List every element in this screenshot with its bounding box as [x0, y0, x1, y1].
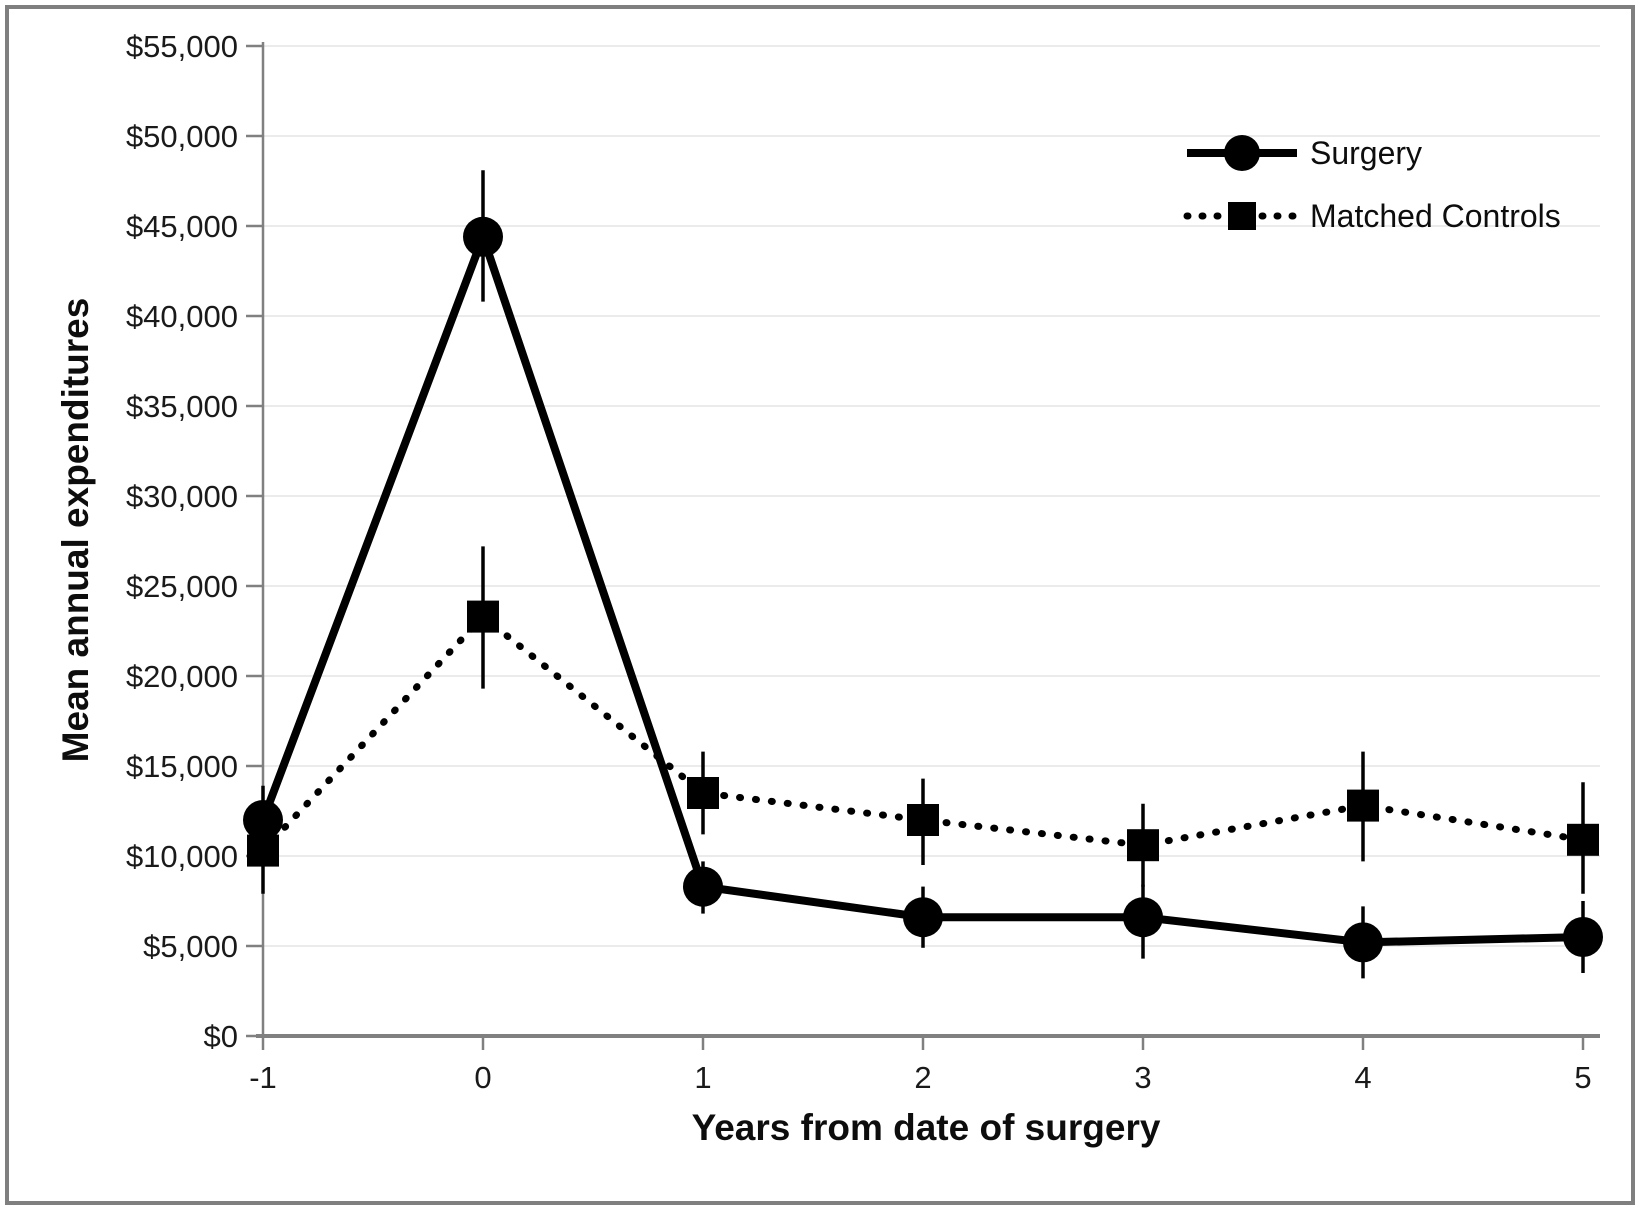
surgery-marker — [463, 216, 503, 257]
surgery-marker — [1343, 922, 1383, 963]
matched-controls-marker — [687, 777, 719, 809]
y-tick-label: $10,000 — [126, 839, 238, 874]
surgery-marker — [903, 897, 943, 938]
y-tick-label: $5,000 — [143, 929, 238, 964]
legend-surgery-label: Surgery — [1310, 135, 1422, 171]
matched-controls-marker — [1567, 823, 1599, 856]
matched-controls-marker — [907, 804, 939, 836]
legend-matched-controls-label: Matched Controls — [1310, 198, 1561, 234]
y-axis-title: Mean annual expenditures — [55, 298, 96, 763]
figure-border — [5, 5, 1635, 1205]
y-tick-label: $25,000 — [126, 569, 238, 604]
surgery-marker — [683, 866, 723, 907]
legend: Surgery Matched Controls — [1183, 135, 1561, 234]
y-tick-label: $30,000 — [126, 479, 238, 514]
x-tick-label: 5 — [1574, 1060, 1591, 1095]
legend-surgery-marker — [1224, 135, 1260, 171]
data-point-markers — [243, 216, 1603, 963]
y-tick-label: $15,000 — [126, 749, 238, 784]
matched-controls-marker — [1347, 789, 1379, 822]
x-tick-labels: -1 0 1 2 3 4 5 — [249, 1060, 1591, 1095]
y-tick-label: $45,000 — [126, 209, 238, 244]
surgery-marker — [1123, 897, 1163, 938]
gridlines — [263, 45, 1600, 947]
x-tick-label: 3 — [1134, 1060, 1151, 1095]
x-tick-label: 4 — [1354, 1060, 1371, 1095]
y-tick-label: $35,000 — [126, 389, 238, 424]
matched-controls-marker — [467, 600, 499, 633]
x-tick-label: 2 — [914, 1060, 931, 1095]
surgery-marker — [1563, 917, 1603, 957]
y-tick-label: $40,000 — [126, 299, 238, 334]
legend-matched-controls-marker — [1228, 202, 1256, 230]
y-tick-labels: $0 $5,000 $10,000 $15,000 $20,000 $25,000 $30,… — [126, 29, 238, 1054]
y-tick-label: $20,000 — [126, 659, 238, 694]
surgery-marker — [243, 800, 283, 840]
matched-controls-marker — [247, 834, 279, 867]
x-tick-label: 1 — [694, 1060, 711, 1095]
x-tick-label: -1 — [249, 1060, 277, 1095]
x-axis-title: Years from date of surgery — [692, 1107, 1161, 1148]
y-tick-label: $0 — [204, 1019, 238, 1054]
x-tick-label: 0 — [474, 1060, 491, 1095]
matched-controls-marker — [1127, 829, 1159, 862]
y-tick-label: $50,000 — [126, 119, 238, 154]
y-tick-label: $55,000 — [126, 29, 238, 64]
